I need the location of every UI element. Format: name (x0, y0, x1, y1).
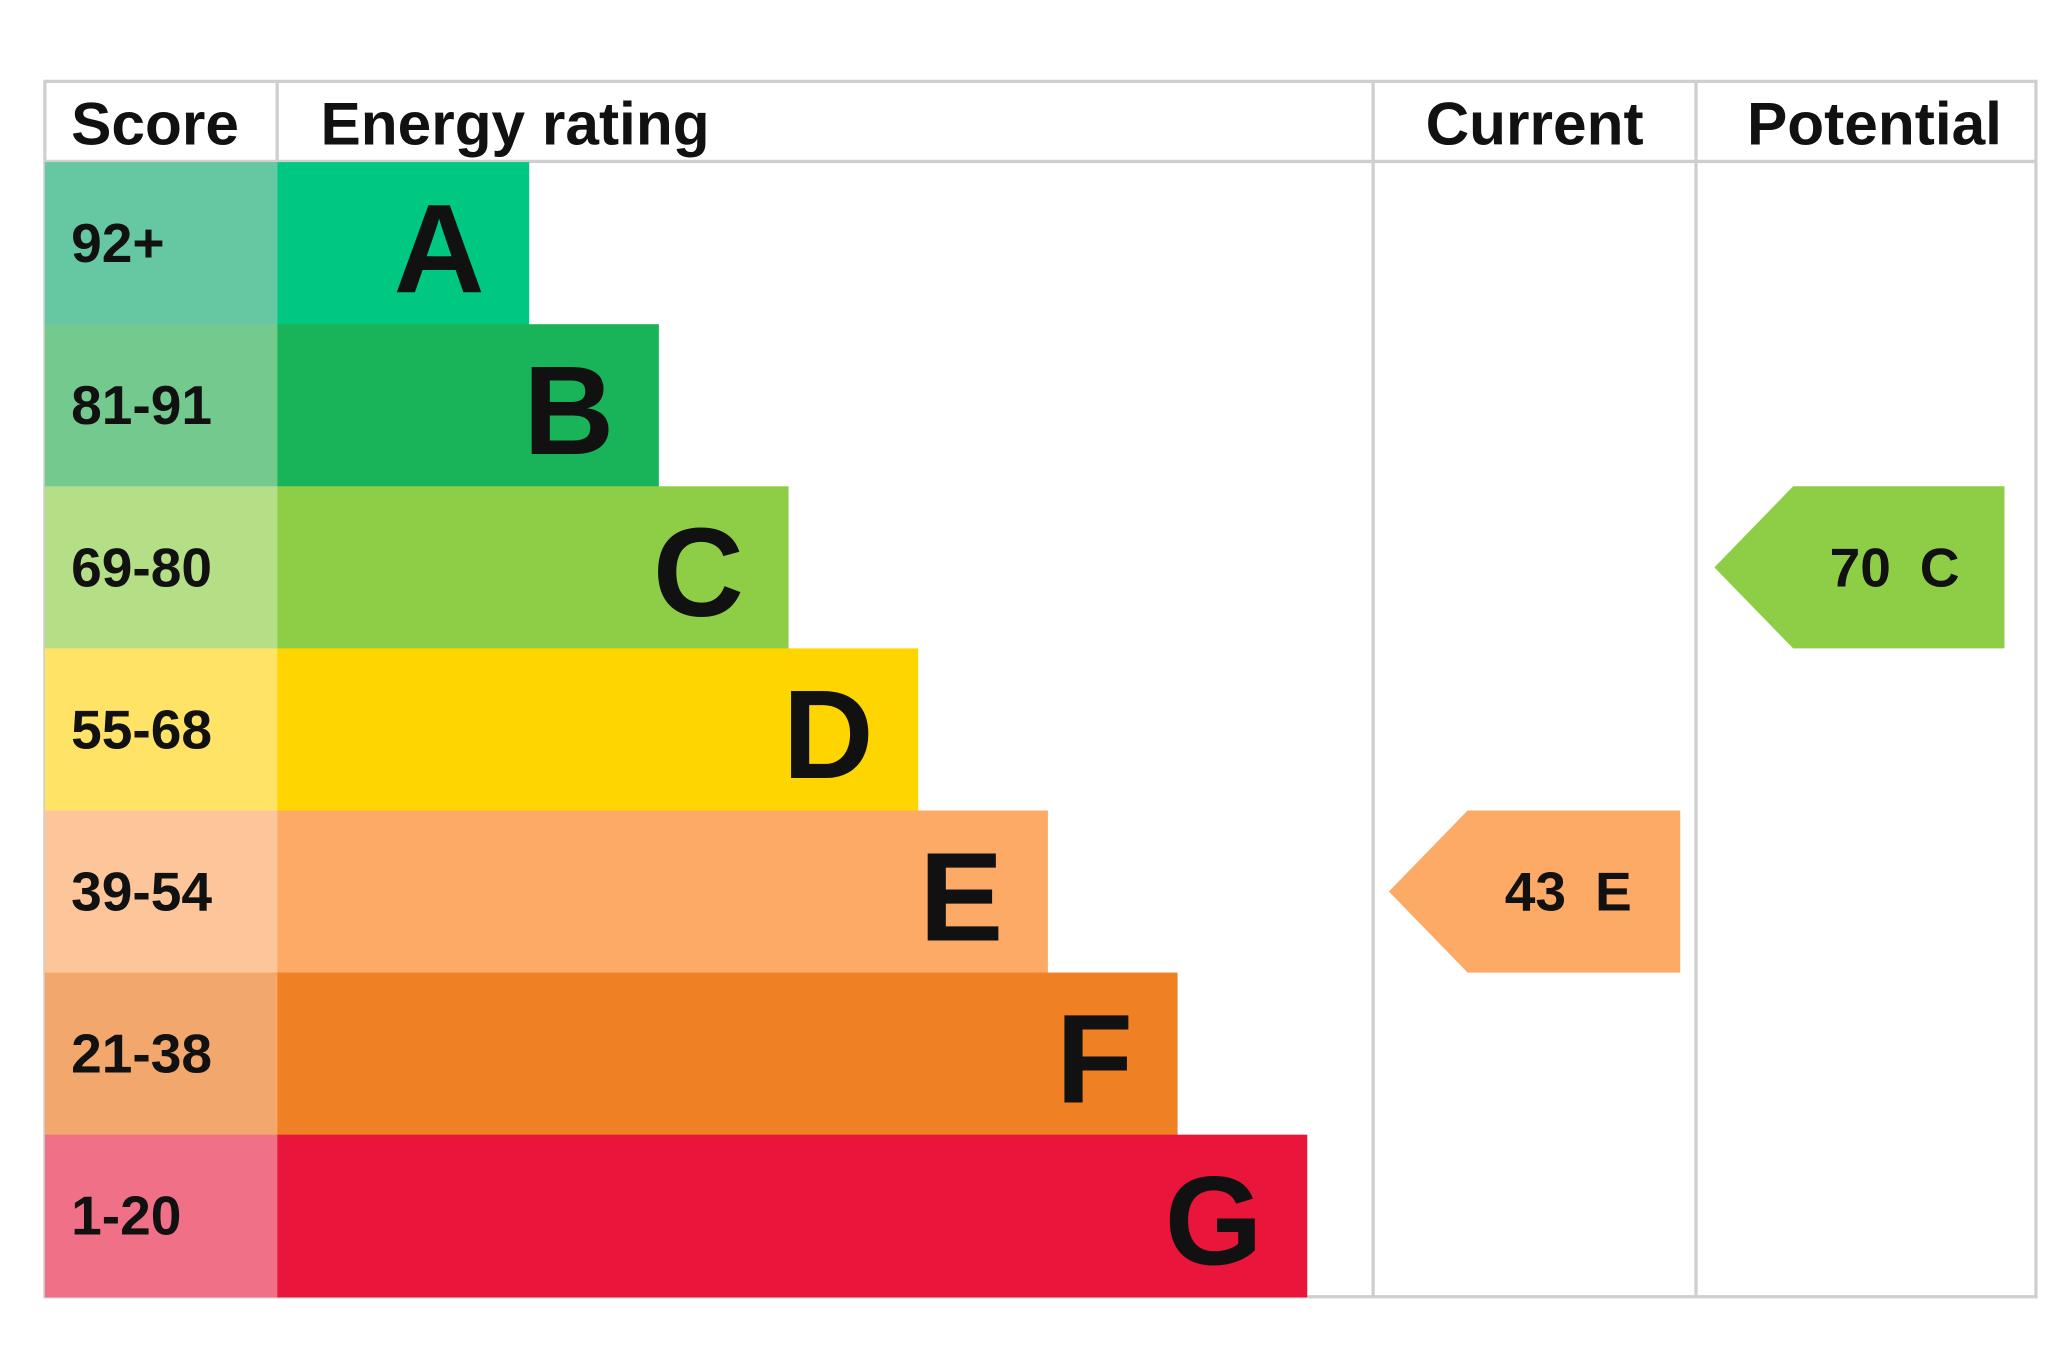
potential-letter: C (1920, 536, 1960, 598)
rating-bar (277, 162, 530, 325)
rating-bar (277, 324, 659, 487)
score-range: 81-91 (71, 374, 212, 436)
rating-letter: A (394, 178, 485, 319)
rating-letter: D (783, 664, 874, 805)
score-range: 92+ (71, 212, 164, 274)
rating-bar (277, 810, 1048, 974)
rating-letter: C (653, 502, 744, 643)
score-range: 21-38 (71, 1023, 212, 1085)
score-range: 39-54 (71, 861, 212, 923)
score-cell (44, 486, 278, 650)
potential-value: 70 (1830, 536, 1891, 598)
rating-letter: F (1056, 988, 1133, 1129)
rating-bar (277, 1134, 1308, 1298)
current-letter: E (1595, 861, 1632, 923)
current-value: 43 (1505, 861, 1566, 923)
header-potential: Potential (1747, 89, 2002, 157)
rating-bar (277, 486, 789, 650)
score-range: 55-68 (71, 698, 212, 760)
score-cell (44, 972, 278, 1136)
score-cell (44, 324, 278, 487)
header-current: Current (1426, 89, 1644, 157)
potential-arrow (1714, 486, 2005, 649)
rating-letter: G (1165, 1150, 1263, 1291)
rating-letter: E (919, 826, 1003, 967)
score-range: 1-20 (71, 1185, 181, 1247)
header-score: Score (71, 89, 239, 157)
rating-bar (277, 972, 1178, 1136)
current-arrow (1388, 810, 1681, 973)
score-range: 69-80 (71, 536, 212, 598)
rating-bar (277, 648, 919, 812)
rating-letter: B (523, 340, 614, 481)
header-energy-rating: Energy rating (321, 89, 710, 157)
score-cell (44, 810, 278, 974)
score-cell (44, 1134, 278, 1298)
score-cell (44, 648, 278, 812)
score-cell (44, 162, 278, 325)
